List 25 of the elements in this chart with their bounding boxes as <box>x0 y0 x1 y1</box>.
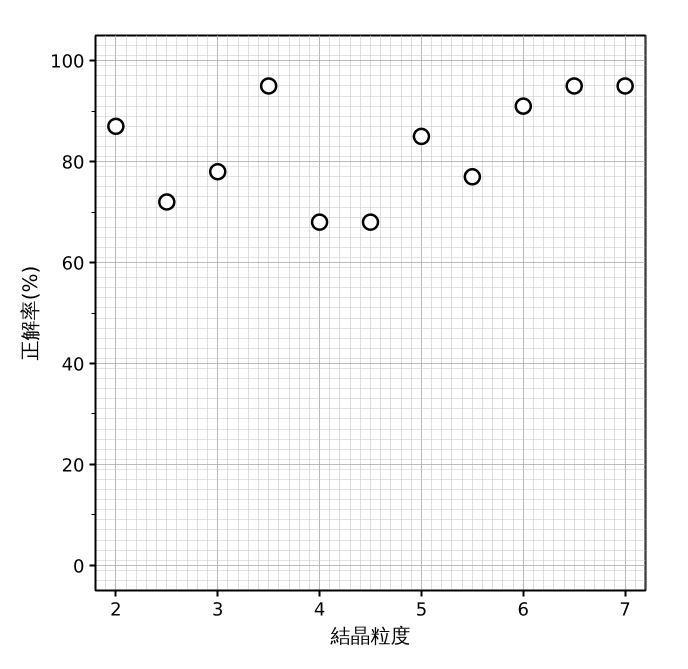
y-tick-label: 20 <box>62 455 84 476</box>
point <box>362 213 380 231</box>
point <box>412 128 430 146</box>
x-tick-label: 6 <box>518 600 530 620</box>
x-tick-label: 5 <box>416 600 428 620</box>
point <box>616 77 634 95</box>
y-tick-label: 0 <box>73 556 84 578</box>
x-tick-label: 7 <box>619 600 631 620</box>
x-tick-label: 2 <box>110 600 122 620</box>
y-tick-label: 100 <box>50 52 85 73</box>
point <box>158 193 176 211</box>
y-tick-label: 40 <box>62 354 84 376</box>
y-tick-label: 60 <box>62 254 84 275</box>
point <box>208 162 226 180</box>
x-tick-label: 4 <box>314 600 326 620</box>
point <box>310 213 328 231</box>
point <box>565 77 583 95</box>
y-axis-title: 正解率(%) <box>18 266 42 360</box>
point <box>107 118 125 136</box>
x-axis-title: 結晶粒度 <box>330 624 410 648</box>
y-tick-label: 80 <box>62 152 84 174</box>
point <box>464 168 482 186</box>
point <box>260 77 278 95</box>
x-tick-label: 3 <box>212 600 224 620</box>
point <box>514 97 532 115</box>
